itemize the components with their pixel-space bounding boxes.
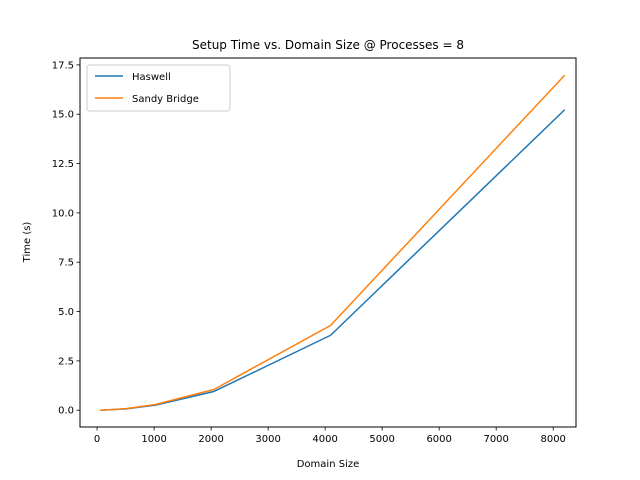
x-tick-label: 1000 bbox=[141, 434, 166, 445]
y-tick-label: 2.5 bbox=[58, 356, 74, 367]
y-tick-label: 17.5 bbox=[52, 60, 74, 71]
x-tick-label: 5000 bbox=[369, 434, 394, 445]
plot-frame bbox=[79, 57, 577, 428]
legend: Haswell Sandy Bridge bbox=[86, 64, 231, 112]
y-axis-ticks: 0.0 2.5 5.0 7.5 10.0 12.5 15.0 17.5 bbox=[52, 60, 80, 417]
y-tick-label: 0.0 bbox=[58, 406, 74, 417]
series-line-sandy-bridge bbox=[99, 74, 566, 412]
series-layer bbox=[99, 74, 566, 412]
x-tick-label: 4000 bbox=[312, 434, 337, 445]
y-tick-label: 12.5 bbox=[52, 159, 74, 170]
y-tick-label: 10.0 bbox=[52, 208, 74, 219]
x-tick-label: 6000 bbox=[426, 434, 451, 445]
x-tick-label: 7000 bbox=[483, 434, 508, 445]
x-axis-label: Domain Size bbox=[297, 459, 360, 470]
y-axis-label: Time (s) bbox=[22, 222, 33, 264]
legend-label-sandy-bridge: Sandy Bridge bbox=[132, 94, 199, 105]
y-tick-label: 15.0 bbox=[52, 110, 74, 121]
legend-label-haswell: Haswell bbox=[132, 72, 171, 83]
chart-title: Setup Time vs. Domain Size @ Processes =… bbox=[192, 38, 464, 52]
y-tick-label: 5.0 bbox=[58, 307, 74, 318]
x-tick-label: 2000 bbox=[198, 434, 223, 445]
x-tick-label: 8000 bbox=[540, 434, 565, 445]
plot-area bbox=[80, 58, 576, 427]
x-tick-label: 0 bbox=[94, 434, 100, 445]
x-tick-label: 3000 bbox=[255, 434, 280, 445]
y-tick-label: 7.5 bbox=[58, 258, 74, 269]
x-axis-ticks: 0 1000 2000 3000 4000 5000 6000 7000 8000 bbox=[94, 427, 566, 445]
